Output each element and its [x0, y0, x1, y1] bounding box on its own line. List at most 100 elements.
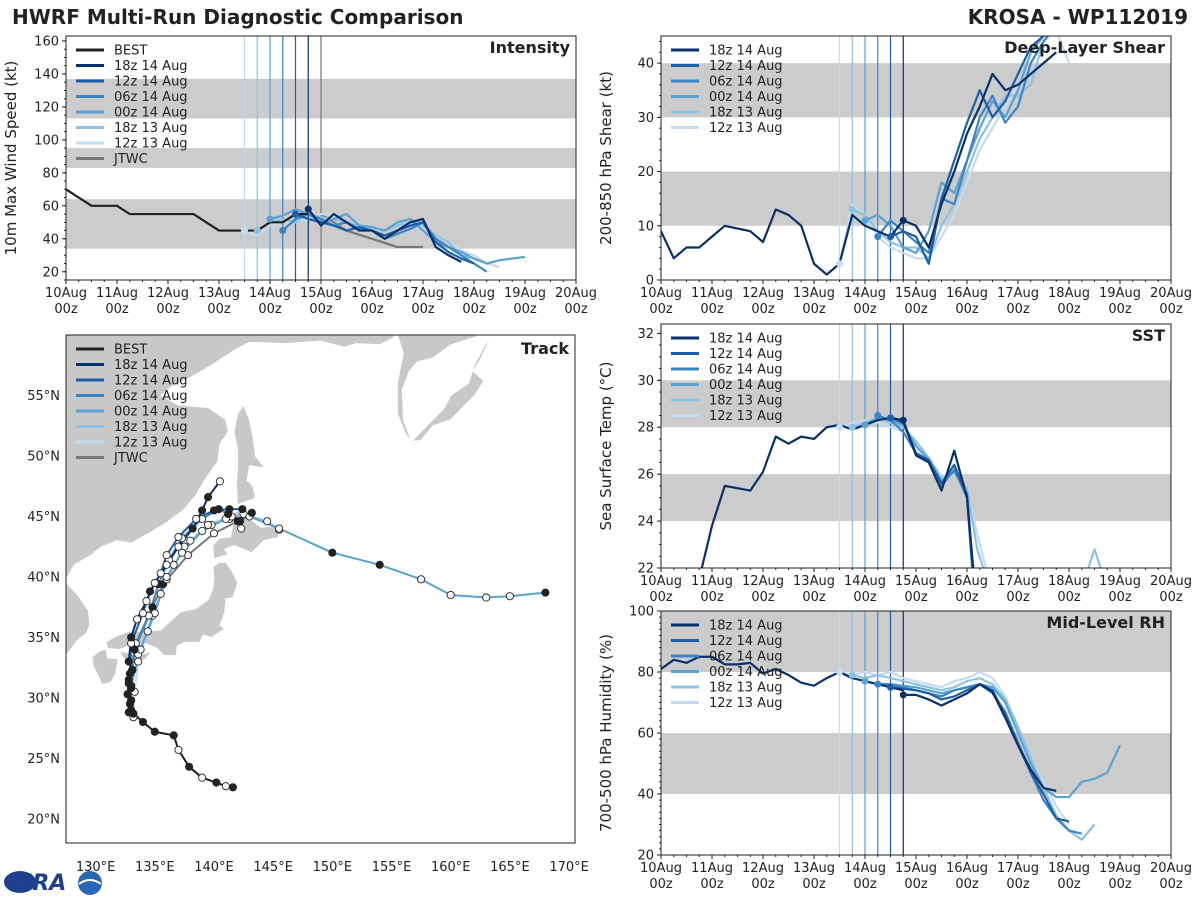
intensity-init-dot-r18z14 — [304, 205, 312, 213]
rh-lines — [661, 655, 1121, 841]
sst-lines — [700, 412, 1102, 568]
track-legend-label-r12z13: 12z 13 Aug — [114, 436, 188, 451]
rh-band-1 — [661, 611, 1171, 672]
sst-init-dot-r18z13 — [848, 423, 856, 431]
sst-init-dot-r12z13 — [836, 423, 843, 431]
rh-xtick-sublabel: 00z — [1108, 877, 1132, 892]
intensity-init-dot-r12z14 — [292, 210, 299, 218]
track-point-BEST — [174, 745, 183, 754]
rh-legend-label-r00z14: 00z 14 Aug — [709, 665, 783, 680]
sst-legend-label-r12z14: 12z 14 Aug — [709, 347, 783, 362]
intensity-xtick-sublabel: 00z — [54, 302, 78, 317]
shear-band-0 — [661, 171, 1171, 226]
track-point-r12z13 — [186, 536, 195, 545]
land-mass-3 — [410, 335, 493, 442]
intensity-xtick-label: 18Aug — [453, 286, 495, 301]
intensity-xtick-label: 15Aug — [300, 286, 342, 301]
sst-legend-label-r18z13: 18z 13 Aug — [709, 394, 783, 409]
sst-legend-label-r12z13: 12z 13 Aug — [709, 409, 783, 424]
rh-xtick-label: 12Aug — [742, 861, 784, 876]
sst-xtick-label: 17Aug — [997, 574, 1039, 589]
shear-legend-label-r12z14: 12z 14 Aug — [709, 59, 783, 74]
rh-ylabel: 700-500 hPa Humidity (%) — [597, 634, 615, 832]
track-xtick-label: 135°E — [135, 860, 175, 875]
sst-ytick-label: 30 — [637, 374, 654, 389]
rh-legend-label-r12z13: 12z 13 Aug — [709, 696, 783, 711]
rh-series-r00z14 — [864, 680, 1121, 799]
track-xtick-label: 165°E — [490, 860, 530, 875]
track-legend-label-JTWC: JTWC — [113, 451, 148, 466]
rh-xtick-label: 16Aug — [946, 861, 988, 876]
intensity-xtick-label: 19Aug — [504, 286, 546, 301]
sst-ylabel: Sea Surface Temp (°C) — [597, 361, 615, 530]
logo-globe — [78, 871, 102, 895]
rh-series-r18z14 — [903, 683, 1057, 793]
rh-series-r18z13 — [851, 673, 1096, 841]
track-point-r18z14 — [174, 542, 183, 551]
rh-legend-label-r18z13: 18z 13 Aug — [709, 681, 783, 696]
intensity-xtick-label: 12Aug — [147, 286, 189, 301]
track-point-JTWC — [209, 529, 219, 538]
figure-title: HWRF Multi-Run Diagnostic Comparison — [12, 5, 463, 29]
track-xtick-label: 140°E — [194, 860, 234, 875]
rh-band-0 — [661, 733, 1171, 794]
shear-init-dot-r18z14 — [899, 216, 907, 224]
sst-xtick-label: 13Aug — [793, 574, 835, 589]
shear-series-r12z14 — [890, 36, 1045, 265]
track-point-r18z14 — [215, 477, 224, 486]
sst-xtick-sublabel: 00z — [1159, 590, 1183, 605]
intensity-series-r18z14 — [307, 208, 462, 263]
intensity-ytick-label: 80 — [42, 166, 59, 181]
intensity-xtick-sublabel: 00z — [360, 302, 384, 317]
intensity-xtick-sublabel: 00z — [258, 302, 282, 317]
shear-xtick-sublabel: 00z — [853, 302, 877, 317]
intensity-legend-label-r18z13: 18z 13 Aug — [114, 121, 188, 136]
shear-series-r06z14 — [876, 36, 1050, 254]
intensity-xtick-sublabel: 00z — [207, 302, 231, 317]
shear-lines — [661, 36, 1071, 276]
intensity-ytick-label: 120 — [34, 100, 59, 115]
sst-ytick-label: 32 — [637, 327, 654, 342]
shear-xtick-label: 11Aug — [691, 286, 733, 301]
rh-title: Mid-Level RH — [1046, 613, 1165, 632]
rh-init-dot-r12z13 — [836, 668, 843, 676]
track-xtick-label: 160°E — [431, 860, 471, 875]
track-legend-label-r12z14: 12z 14 Aug — [114, 374, 188, 389]
track-point-r12z14 — [174, 532, 183, 542]
sst-ytick-label: 28 — [637, 421, 654, 436]
sst-ytick-label: 22 — [637, 562, 654, 577]
rh-xtick-sublabel: 00z — [1057, 877, 1081, 892]
shear-ytick-label: 0 — [646, 274, 654, 289]
sst-init-dot-r06z14 — [874, 412, 882, 419]
track-ytick-label: 50°N — [27, 449, 60, 464]
track-point-r18z13 — [263, 517, 272, 526]
shear-legend-label-r06z14: 06z 14 Aug — [709, 75, 783, 90]
sst-xtick-label: 10Aug — [640, 574, 682, 589]
shear-series-r00z14 — [864, 36, 1046, 254]
shear-xtick-sublabel: 00z — [649, 302, 673, 317]
rh-xtick-label: 13Aug — [793, 861, 835, 876]
track-legend-label-r18z13: 18z 13 Aug — [114, 420, 188, 435]
rh-xtick-label: 15Aug — [895, 861, 937, 876]
sst-xtick-label: 18Aug — [1048, 574, 1090, 589]
sst-xtick-sublabel: 00z — [853, 590, 877, 605]
rh-ytick-label: 40 — [637, 788, 654, 803]
rh-xtick-label: 17Aug — [997, 861, 1039, 876]
track-ytick-label: 20°N — [27, 812, 60, 827]
track-ytick-label: 55°N — [27, 389, 60, 404]
sst-xtick-sublabel: 00z — [649, 590, 673, 605]
shear-legend-label-r00z14: 00z 14 Aug — [709, 90, 783, 105]
sst-xtick-label: 16Aug — [946, 574, 988, 589]
track-point-r12z14 — [156, 569, 165, 578]
shear-init-dot-r00z14 — [861, 216, 869, 224]
track-point-BEST — [125, 699, 134, 708]
shear-band-1 — [661, 63, 1171, 118]
sst-legend-label-r00z14: 00z 14 Aug — [709, 378, 783, 393]
sst-xtick-sublabel: 00z — [1006, 590, 1030, 605]
track-point-r18z14 — [198, 506, 207, 515]
shear-xtick-label: 14Aug — [844, 286, 886, 301]
rh-ytick-label: 80 — [637, 666, 654, 681]
track-point-r00z14 — [505, 592, 514, 601]
